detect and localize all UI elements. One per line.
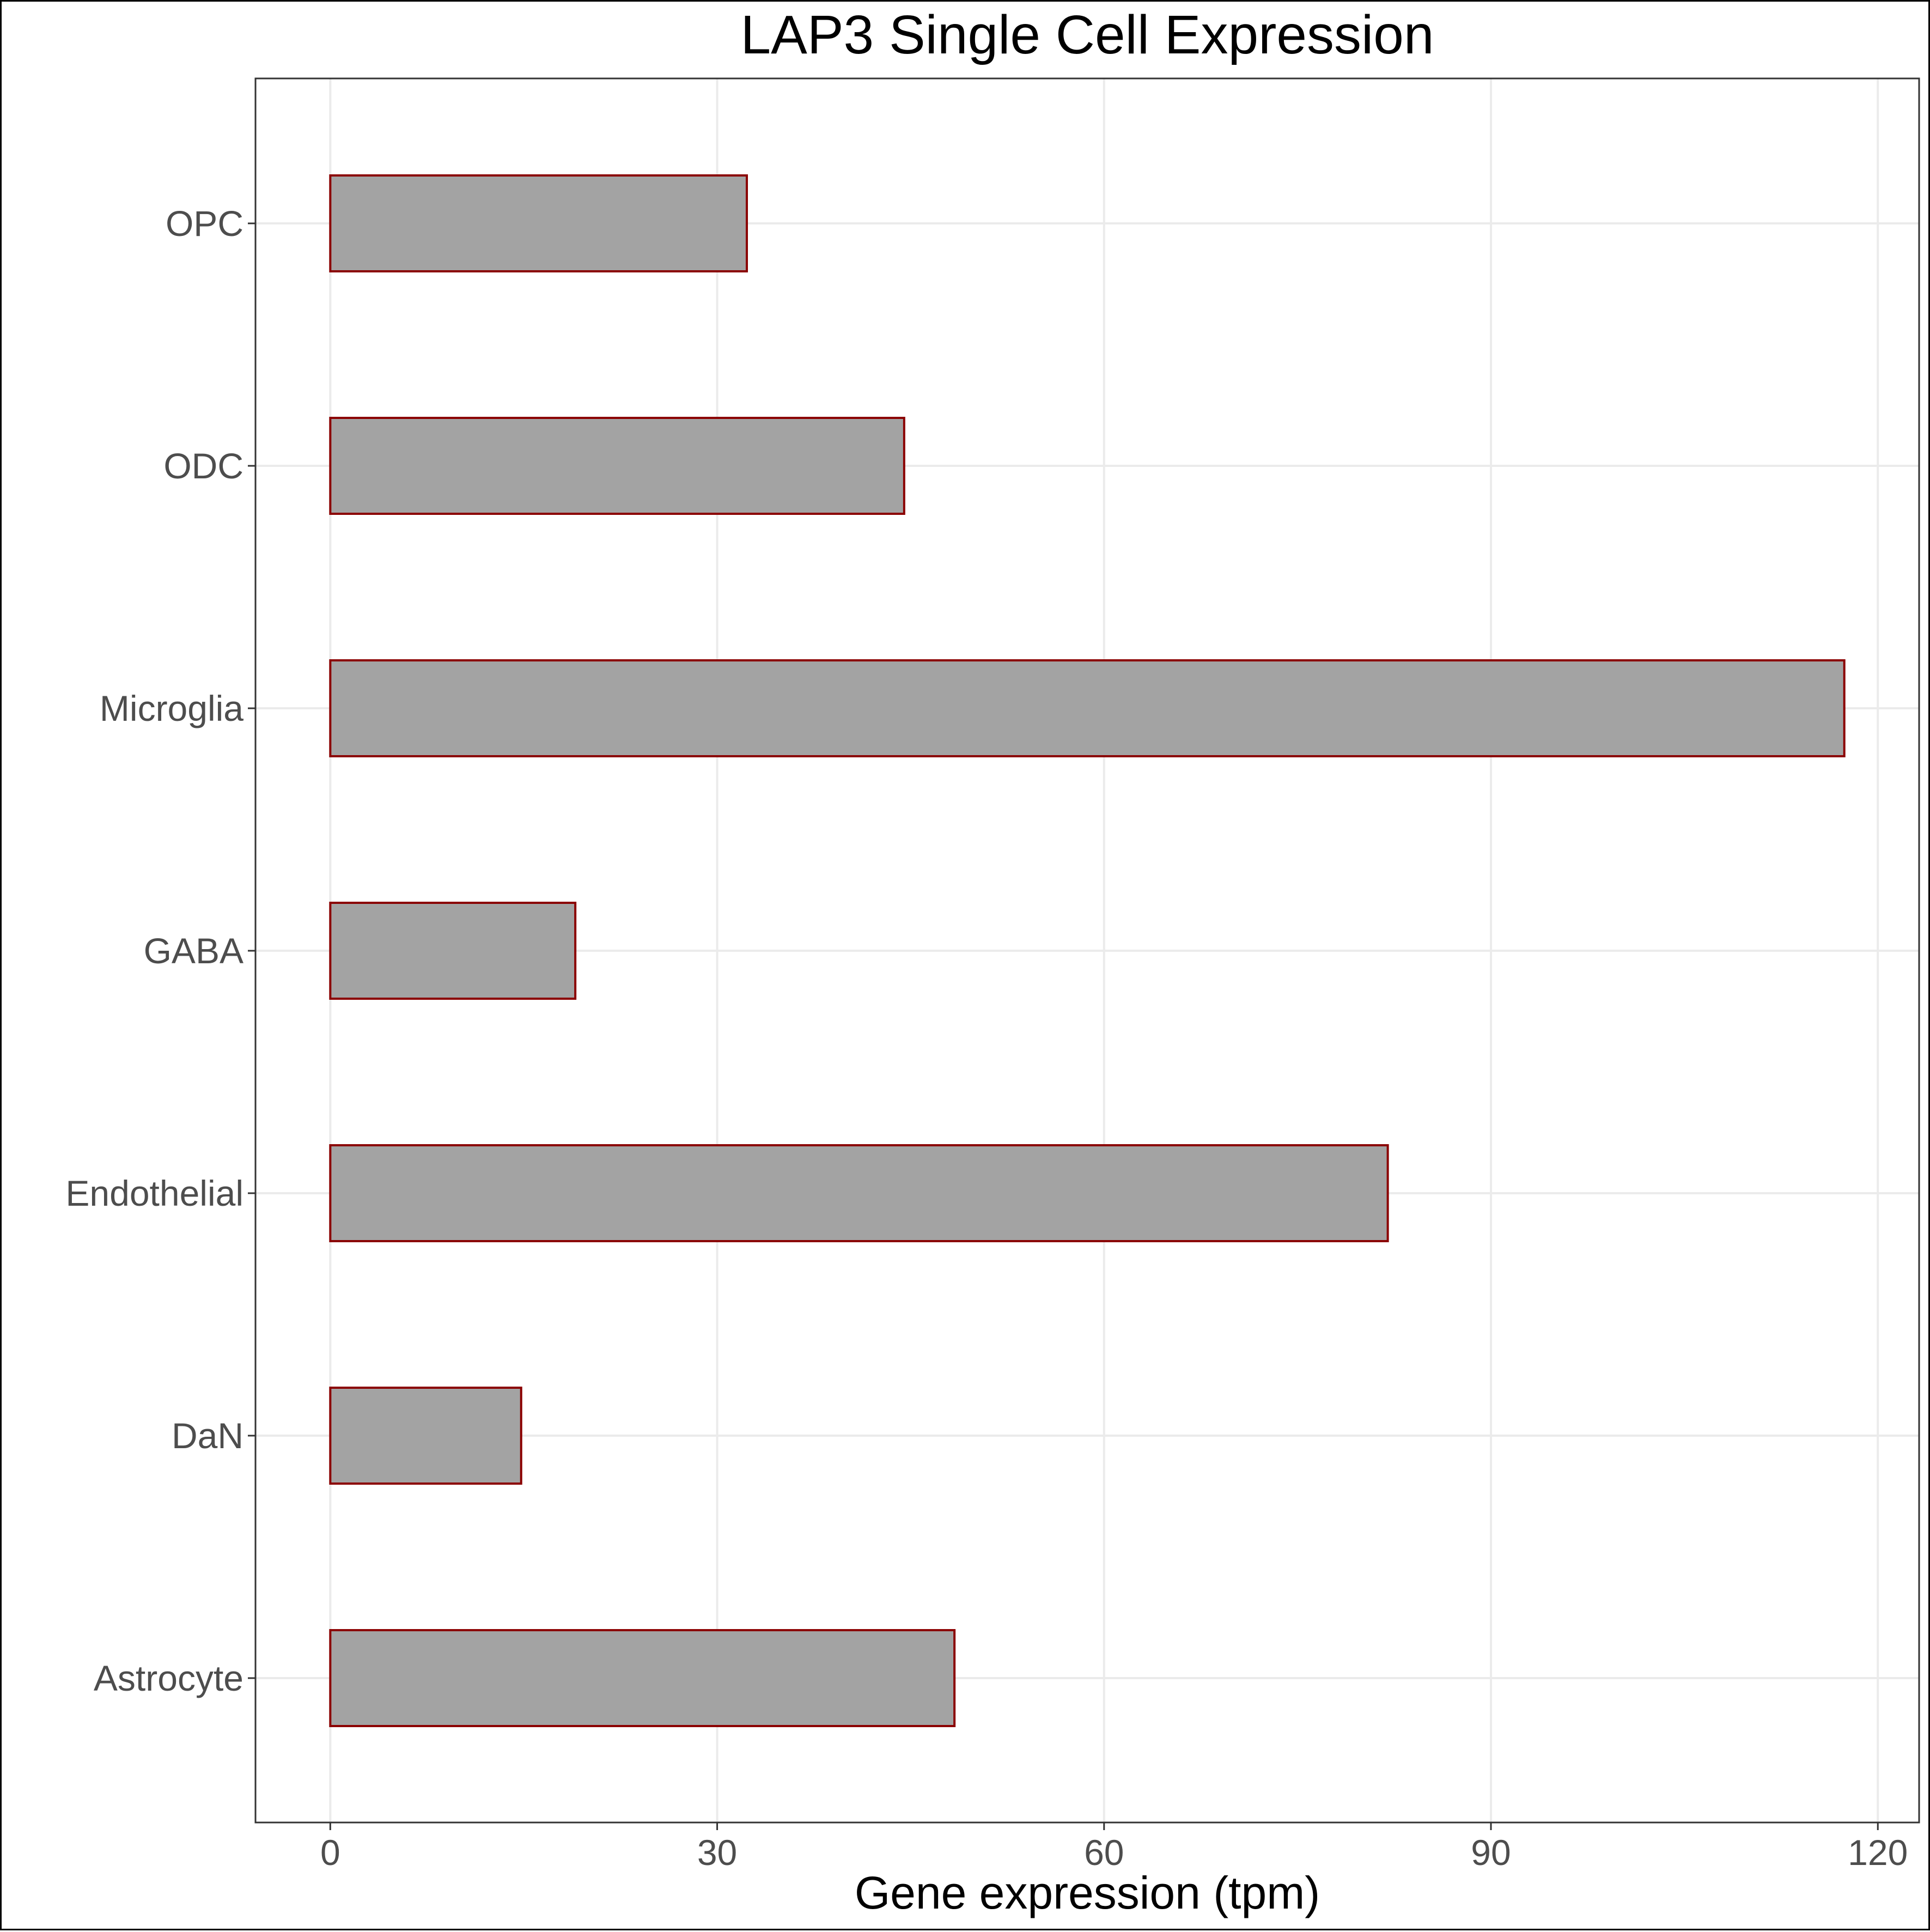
y-tick-label: DaN bbox=[172, 1415, 243, 1456]
x-tick-label: 30 bbox=[697, 1832, 737, 1873]
bar bbox=[329, 902, 577, 1000]
bars-layer bbox=[329, 174, 1846, 1727]
x-tick-label: 90 bbox=[1471, 1832, 1511, 1873]
bar bbox=[329, 1629, 956, 1727]
y-tick-label: OPC bbox=[166, 203, 243, 244]
axes-layer: Astrocyte DaN Endothelial GABA Microglia ODC O… bbox=[65, 77, 1920, 1873]
x-axis-title: Gene expression (tpm) bbox=[855, 1867, 1320, 1918]
y-tick-label: GABA bbox=[144, 931, 243, 971]
bar bbox=[329, 417, 905, 515]
bar bbox=[329, 1387, 522, 1485]
x-tick-label: 120 bbox=[1848, 1832, 1908, 1873]
y-tick-label: Endothelial bbox=[65, 1173, 243, 1213]
chart-title: LAP3 Single Cell Expression bbox=[741, 4, 1434, 65]
y-tick-label: ODC bbox=[163, 446, 243, 486]
y-tick-label: Astrocyte bbox=[94, 1658, 243, 1698]
bar bbox=[329, 659, 1846, 757]
bar bbox=[329, 174, 748, 272]
bar bbox=[329, 1144, 1389, 1242]
x-tick-label: 60 bbox=[1084, 1832, 1124, 1873]
y-tick-label: Microglia bbox=[100, 688, 243, 728]
x-tick-label: 0 bbox=[320, 1832, 340, 1873]
